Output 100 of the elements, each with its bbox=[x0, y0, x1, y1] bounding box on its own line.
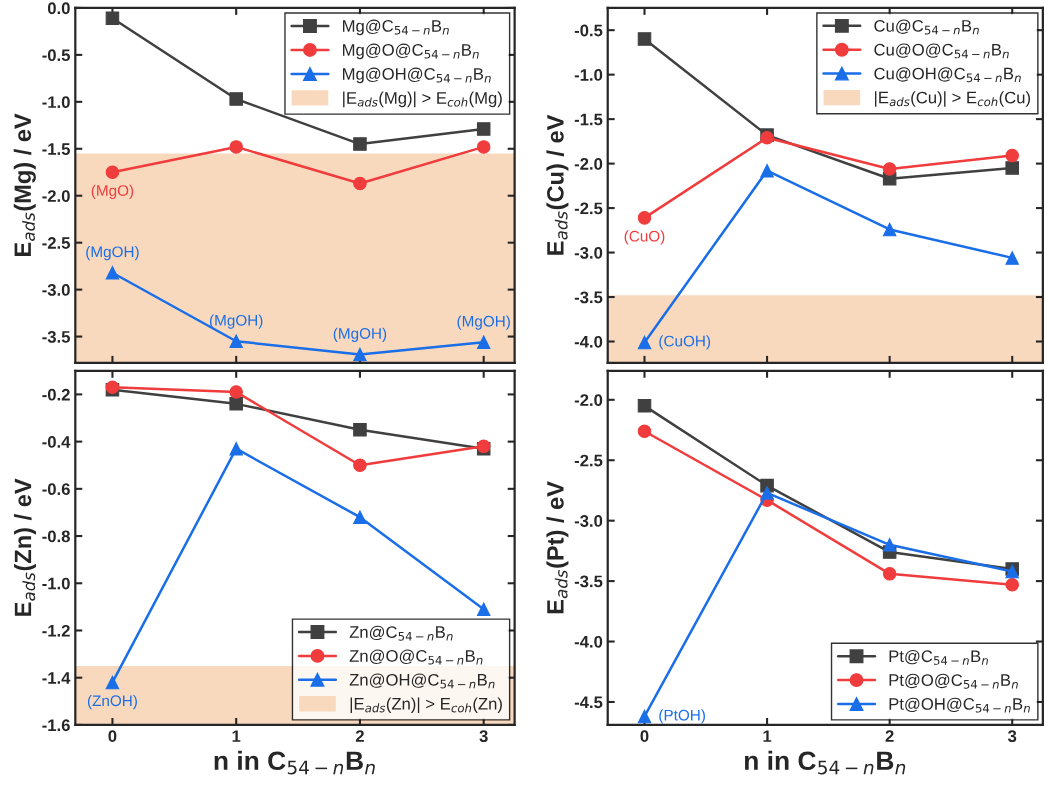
point bbox=[882, 538, 897, 552]
y-tick-label: -2.5 bbox=[574, 454, 603, 467]
band-label: |E$_{ads}$(Zn)| > E$_{coh}$(Zn) bbox=[350, 697, 502, 714]
point bbox=[353, 510, 367, 524]
y-tick-label: -3.0 bbox=[574, 515, 603, 527]
point bbox=[637, 32, 652, 46]
annotation: (CuOH) bbox=[659, 335, 711, 350]
point bbox=[353, 176, 367, 191]
point bbox=[229, 92, 243, 106]
y-tick-label: -3.5 bbox=[42, 330, 70, 343]
y-tick-label: -2.5 bbox=[574, 202, 603, 215]
annotation: (CuO) bbox=[624, 230, 665, 245]
legend-label: Cu@OH@C$_{54−n}$B$_{n}$ bbox=[874, 67, 1021, 83]
legend-label: Mg@C$_{54−n}$B$_{n}$ bbox=[343, 19, 449, 36]
legend-label: |E$_{ads}$(Mg)| > E$_{coh}$(Mg) bbox=[343, 91, 502, 108]
y-tick-label: -0.4 bbox=[42, 436, 71, 448]
point bbox=[105, 265, 120, 280]
point bbox=[637, 335, 652, 350]
point bbox=[229, 385, 243, 399]
point bbox=[760, 486, 774, 500]
y-tick-label: -1.0 bbox=[42, 577, 70, 590]
point bbox=[1005, 161, 1019, 175]
x-tick-label: 0 bbox=[640, 730, 649, 743]
point bbox=[353, 347, 367, 362]
x-tick-label: 2 bbox=[885, 730, 894, 742]
point bbox=[476, 122, 491, 136]
y-tick-label: -1.5 bbox=[42, 143, 70, 155]
point bbox=[637, 211, 652, 225]
annotation: (MgOH) bbox=[86, 245, 139, 261]
legend-label: Cu@C$_{54−n}$B$_{n}$ bbox=[874, 19, 979, 35]
point bbox=[229, 441, 243, 456]
x-tick-label: 2 bbox=[355, 730, 364, 742]
y-tick-label: -1.5 bbox=[574, 113, 603, 126]
legend-label: Pt@OH@C$_{54−n}$B$_{n}$ bbox=[889, 697, 1030, 713]
legend-label: |E$_{ads}$(Cu)| > E$_{coh}$(Cu) bbox=[875, 91, 1030, 107]
annotation: (MgOH) bbox=[333, 327, 387, 342]
point bbox=[476, 335, 491, 349]
y-axis-title: E$_{ads}$(Cu) / eV bbox=[546, 114, 569, 255]
point bbox=[229, 334, 243, 349]
y-axis-title: E$_{ads}$(Zn) / eV bbox=[13, 478, 36, 616]
x-tick-label: 3 bbox=[1007, 730, 1017, 743]
x-axis-title: n in C$_{54−n}$B$_{n}$ bbox=[744, 750, 906, 775]
point bbox=[1005, 148, 1019, 163]
y-tick-label: -1.2 bbox=[42, 624, 70, 637]
legend-label: Zn@O@C$_{54−n}$B$_{n}$ bbox=[349, 649, 483, 665]
annotation: (MgO) bbox=[91, 184, 134, 199]
point bbox=[105, 675, 120, 690]
point bbox=[229, 140, 243, 154]
point bbox=[476, 140, 491, 154]
x-tick-label: 1 bbox=[763, 730, 772, 742]
y-tick-label: -1.6 bbox=[42, 719, 70, 732]
y-tick-label: -3.5 bbox=[574, 575, 603, 588]
point bbox=[637, 709, 652, 724]
y-tick-label: -0.2 bbox=[42, 388, 70, 401]
y-tick-label: -1.4 bbox=[42, 672, 71, 684]
x-tick-label: 0 bbox=[108, 730, 117, 743]
y-tick-label: -2.0 bbox=[42, 190, 70, 202]
point bbox=[105, 11, 120, 26]
y-axis-title: E$_{ads}$(Pt) / eV bbox=[546, 481, 569, 614]
annotation: (ZnOH) bbox=[87, 694, 137, 710]
y-tick-label: -0.8 bbox=[42, 530, 70, 543]
x-tick-label: 1 bbox=[232, 730, 241, 742]
annotation: (PtOH) bbox=[659, 709, 705, 724]
y-tick-label: -1.0 bbox=[574, 69, 603, 81]
legend-label: Pt@C$_{54−n}$B$_{n}$ bbox=[889, 649, 988, 665]
y-tick-label: -3.0 bbox=[42, 284, 70, 296]
y-tick-label: -4.5 bbox=[574, 696, 603, 709]
legend-label: Mg@O@C$_{54−n}$B$_{n}$ bbox=[343, 43, 479, 60]
legend-label: Zn@OH@C$_{54−n}$B$_{n}$ bbox=[349, 673, 495, 689]
y-tick-label: -2.0 bbox=[574, 158, 603, 170]
annotation: (MgOH) bbox=[457, 315, 510, 330]
point bbox=[882, 567, 897, 581]
point bbox=[1005, 577, 1019, 592]
y-tick-label: -2.5 bbox=[42, 237, 70, 249]
point bbox=[105, 165, 120, 180]
x-axis-title: n in C$_{54−n}$B$_{n}$ bbox=[214, 750, 375, 775]
point bbox=[1005, 251, 1019, 265]
legend-label: Pt@O@C$_{54−n}$B$_{n}$ bbox=[889, 673, 1018, 689]
annotation: (MgOH) bbox=[209, 314, 263, 329]
y-tick-label: -2.0 bbox=[574, 394, 603, 407]
y-tick-label: -4.0 bbox=[574, 335, 603, 348]
y-tick-label: -4.0 bbox=[574, 635, 603, 648]
point bbox=[229, 397, 243, 411]
legend-label: Cu@O@C$_{54−n}$B$_{n}$ bbox=[874, 43, 1009, 59]
point bbox=[882, 222, 897, 237]
y-tick-label: -0.5 bbox=[574, 24, 603, 37]
point bbox=[637, 399, 652, 413]
point bbox=[882, 162, 897, 176]
y-axis-title: E$_{ads}$(Mg) / eV bbox=[13, 113, 36, 256]
point bbox=[353, 423, 367, 437]
point bbox=[637, 424, 652, 438]
point bbox=[353, 458, 367, 472]
x-tick-label: 3 bbox=[479, 730, 488, 743]
y-tick-label: -0.6 bbox=[42, 483, 70, 496]
legend-label: Zn@C$_{54−n}$B$_{n}$ bbox=[349, 625, 453, 641]
point bbox=[760, 163, 774, 178]
y-tick-label: 0.0 bbox=[47, 2, 70, 15]
legend-label: Mg@OH@C$_{54−n}$B$_{n}$ bbox=[343, 67, 491, 84]
point bbox=[353, 137, 367, 151]
y-tick-label: -3.0 bbox=[574, 246, 603, 259]
